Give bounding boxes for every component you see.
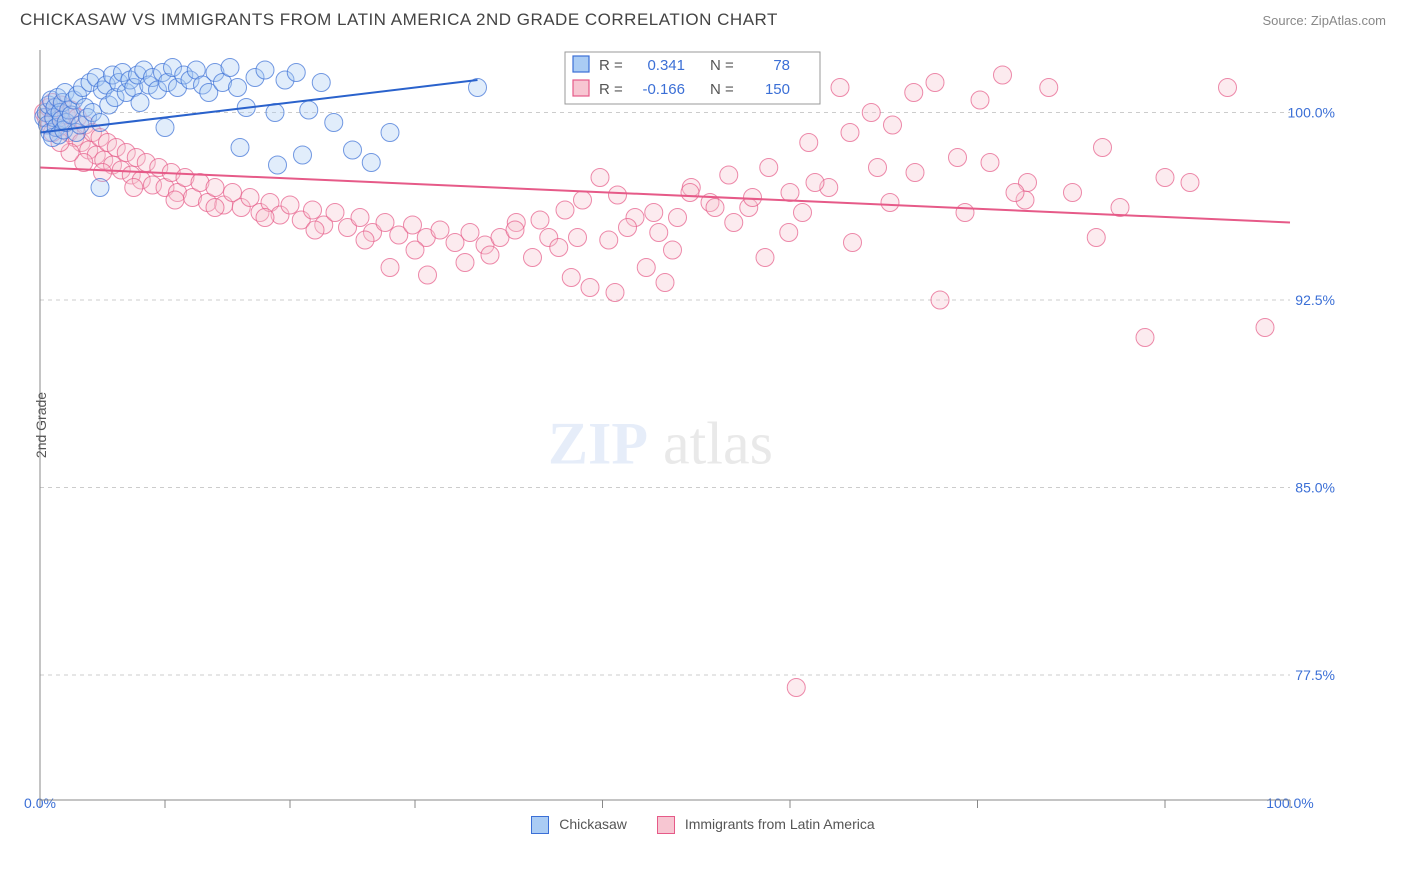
chart-header: CHICKASAW VS IMMIGRANTS FROM LATIN AMERI… bbox=[0, 0, 1406, 35]
svg-text:100.0%: 100.0% bbox=[1266, 795, 1313, 810]
svg-text:-0.166: -0.166 bbox=[642, 81, 685, 98]
legend-item-1: Chickasaw bbox=[531, 816, 627, 834]
legend-swatch-1 bbox=[531, 816, 549, 834]
legend-swatch-2 bbox=[657, 816, 675, 834]
legend-item-2: Immigrants from Latin America bbox=[657, 816, 875, 834]
svg-text:92.5%: 92.5% bbox=[1295, 292, 1335, 308]
svg-text:78: 78 bbox=[773, 57, 790, 74]
svg-text:150: 150 bbox=[765, 81, 790, 98]
svg-text:N =: N = bbox=[710, 81, 734, 98]
chart-area: 2nd Grade 77.5%85.0%92.5%100.0%0.0%100.0… bbox=[20, 40, 1386, 810]
svg-text:R =: R = bbox=[599, 81, 623, 98]
legend-label-2: Immigrants from Latin America bbox=[685, 816, 875, 832]
chart-source: Source: ZipAtlas.com bbox=[1262, 13, 1386, 28]
svg-text:100.0%: 100.0% bbox=[1288, 105, 1335, 121]
svg-text:ZIP: ZIP bbox=[548, 411, 648, 477]
svg-text:0.341: 0.341 bbox=[647, 57, 685, 74]
svg-text:atlas: atlas bbox=[663, 411, 773, 477]
svg-text:N =: N = bbox=[710, 57, 734, 74]
svg-text:77.5%: 77.5% bbox=[1295, 667, 1335, 683]
svg-text:R =: R = bbox=[599, 57, 623, 74]
svg-text:85.0%: 85.0% bbox=[1295, 480, 1335, 496]
scatter-chart: 77.5%85.0%92.5%100.0%0.0%100.0%ZIPatlasR… bbox=[20, 40, 1340, 810]
y-axis-label: 2nd Grade bbox=[33, 392, 49, 458]
chart-title: CHICKASAW VS IMMIGRANTS FROM LATIN AMERI… bbox=[20, 10, 778, 30]
bottom-legend: Chickasaw Immigrants from Latin America bbox=[0, 816, 1406, 834]
legend-label-1: Chickasaw bbox=[559, 816, 627, 832]
